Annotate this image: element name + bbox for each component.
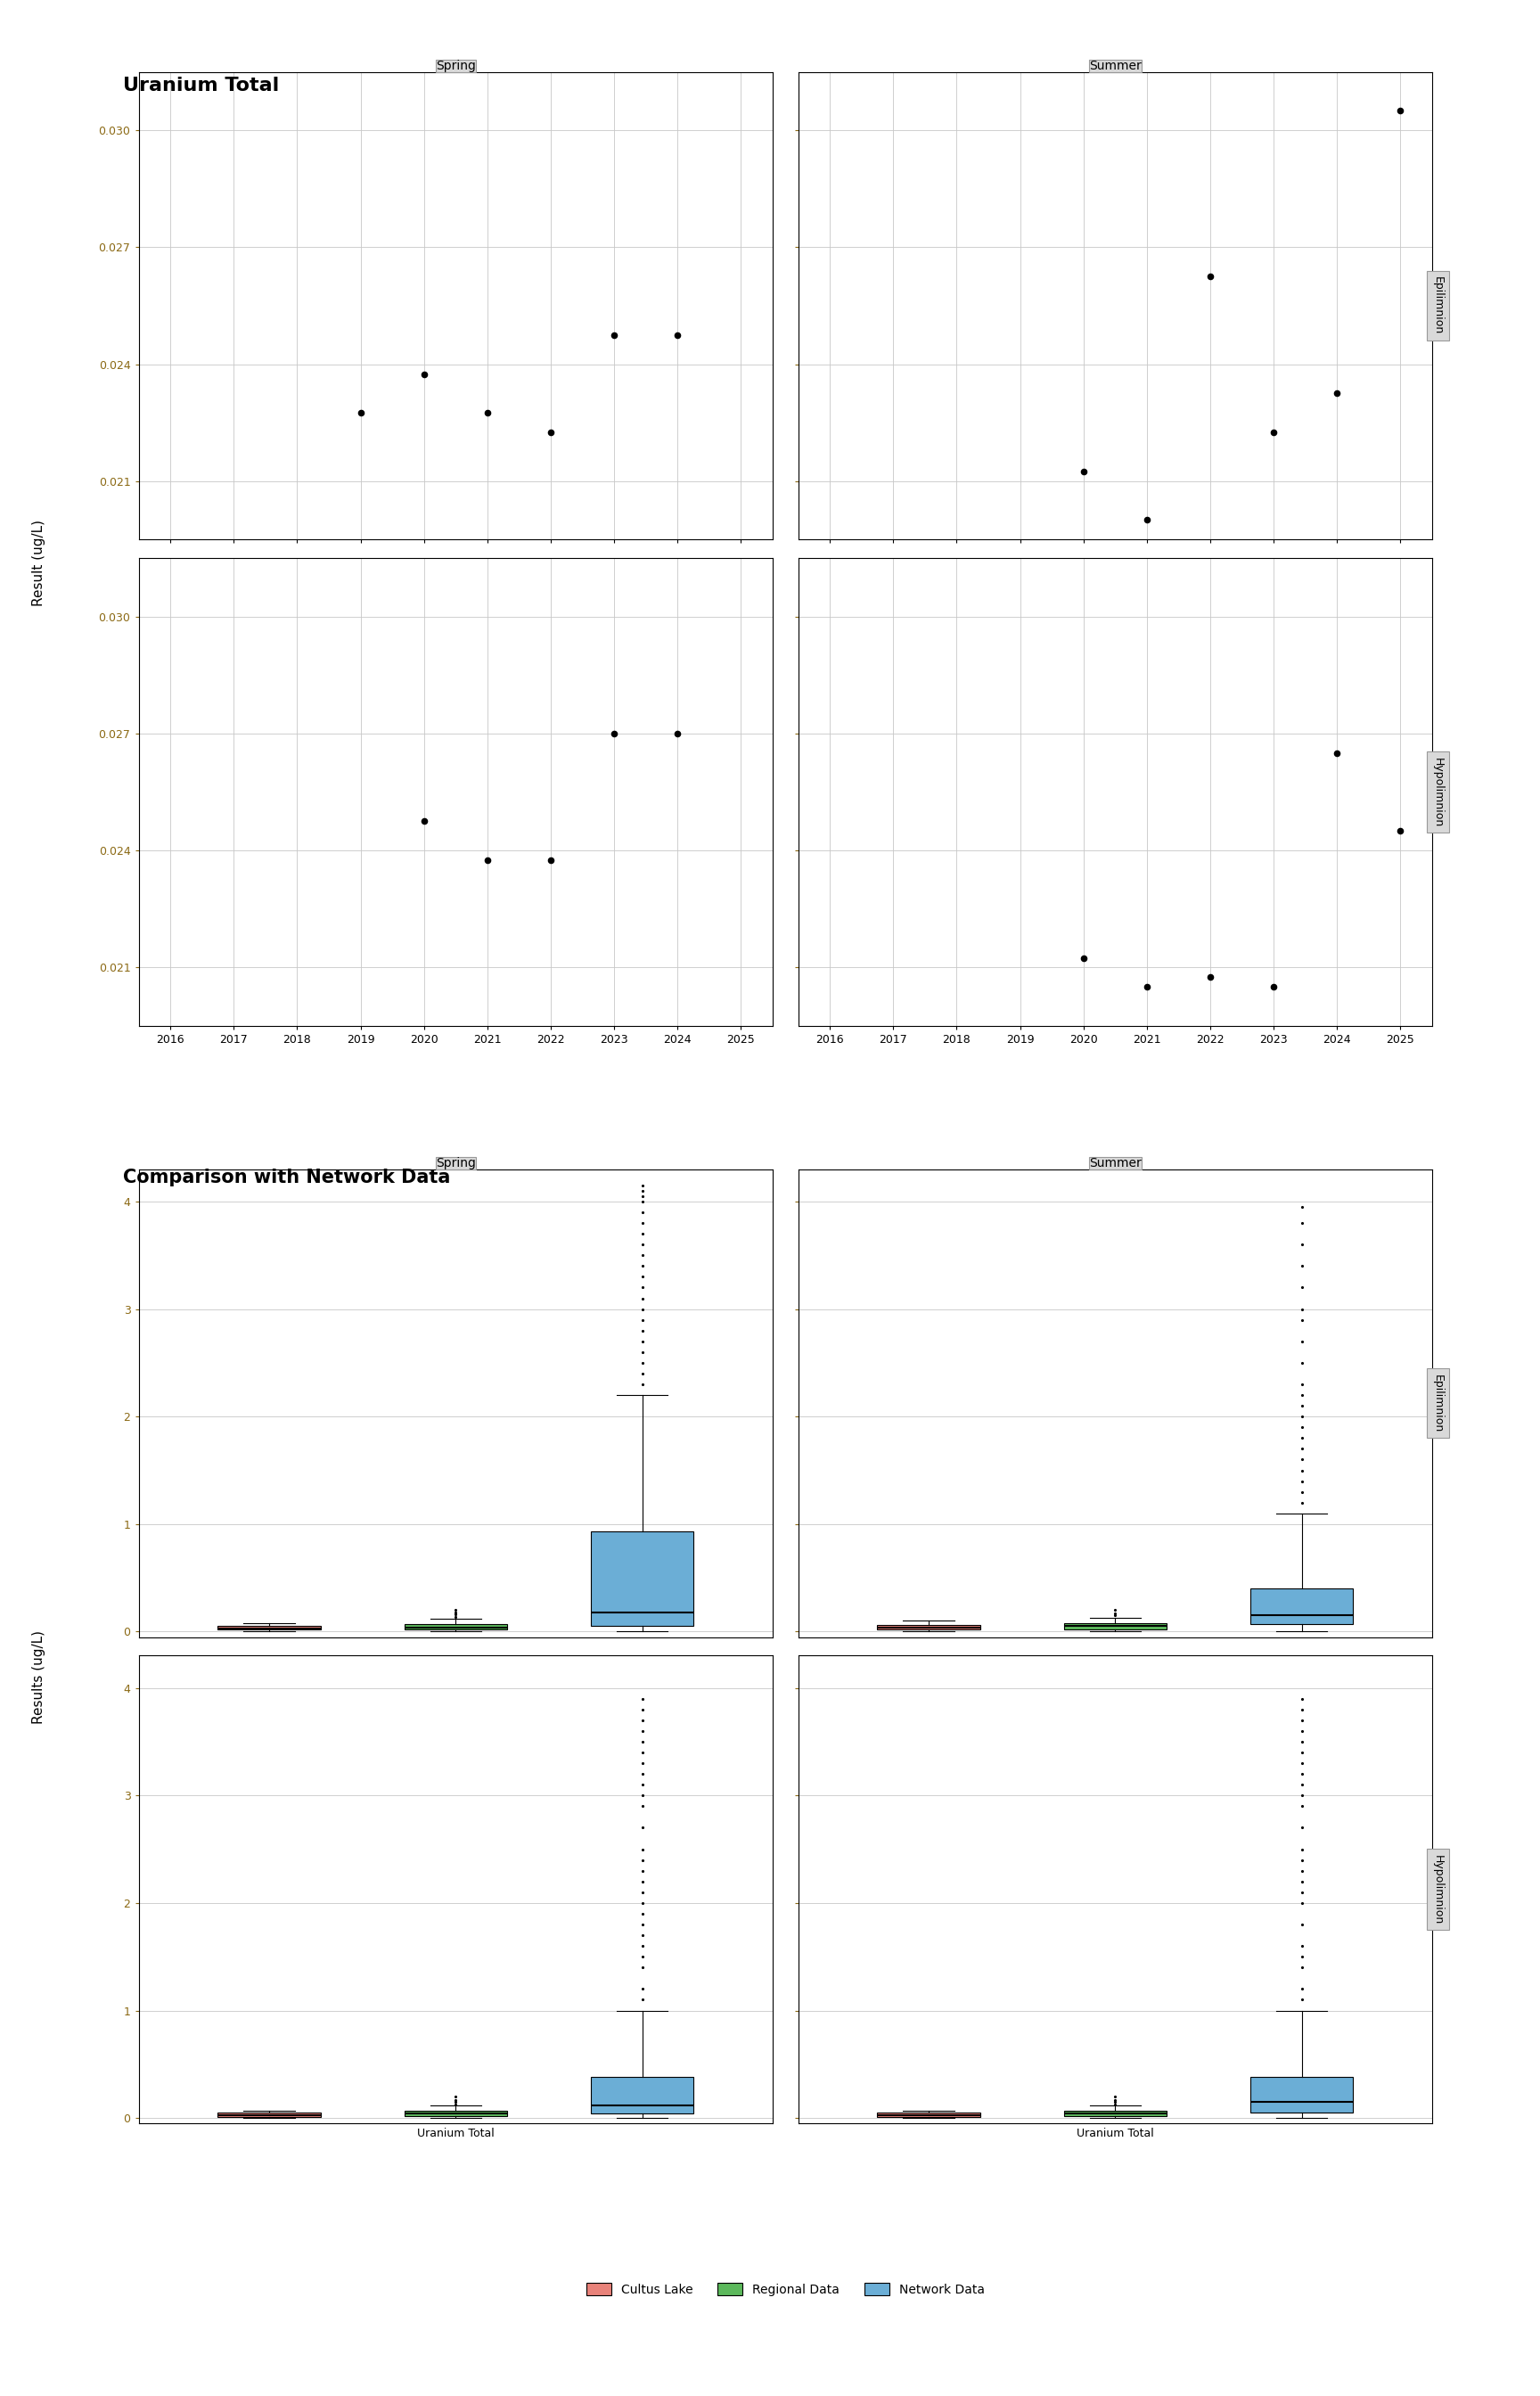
PathPatch shape <box>1064 1622 1166 1629</box>
Point <box>474 841 499 879</box>
PathPatch shape <box>878 1624 979 1629</box>
Point <box>1198 256 1223 295</box>
Point <box>474 393 499 431</box>
Text: Result (ug/L): Result (ug/L) <box>32 520 45 606</box>
PathPatch shape <box>217 2113 320 2118</box>
Text: Summer: Summer <box>1089 1157 1141 1169</box>
Text: Summer: Summer <box>1089 60 1141 72</box>
Point <box>411 803 436 841</box>
Point <box>411 355 436 393</box>
PathPatch shape <box>878 2113 979 2118</box>
Point <box>348 393 373 431</box>
Text: Hypolimnion: Hypolimnion <box>1432 757 1445 827</box>
Point <box>1324 733 1349 772</box>
Point <box>1324 374 1349 412</box>
Text: Uranium Total: Uranium Total <box>123 77 279 93</box>
Point <box>1261 412 1286 450</box>
Point <box>1135 501 1160 539</box>
Text: Results (ug/L): Results (ug/L) <box>32 1629 45 1725</box>
PathPatch shape <box>217 1627 320 1629</box>
Point <box>1198 958 1223 997</box>
Point <box>539 412 564 450</box>
PathPatch shape <box>591 2077 693 2113</box>
Point <box>1388 812 1412 851</box>
PathPatch shape <box>591 1531 693 1627</box>
PathPatch shape <box>1064 2111 1166 2116</box>
Point <box>665 714 690 752</box>
Text: Comparison with Network Data: Comparison with Network Data <box>123 1169 451 1186</box>
Point <box>1072 453 1096 491</box>
Text: Spring: Spring <box>436 60 476 72</box>
Legend: Cultus Lake, Regional Data, Network Data: Cultus Lake, Regional Data, Network Data <box>582 2279 989 2300</box>
PathPatch shape <box>1250 2077 1354 2113</box>
Text: Epilimnion: Epilimnion <box>1432 1373 1445 1433</box>
PathPatch shape <box>405 1624 507 1629</box>
Point <box>1135 968 1160 1006</box>
Point <box>539 841 564 879</box>
Point <box>1072 939 1096 978</box>
Point <box>665 316 690 355</box>
Text: Epilimnion: Epilimnion <box>1432 276 1445 335</box>
Text: Spring: Spring <box>436 1157 476 1169</box>
Text: Hypolimnion: Hypolimnion <box>1432 1855 1445 1924</box>
Point <box>602 714 627 752</box>
PathPatch shape <box>1250 1589 1354 1624</box>
Point <box>1261 968 1286 1006</box>
PathPatch shape <box>405 2111 507 2116</box>
Point <box>1388 91 1412 129</box>
Point <box>602 316 627 355</box>
